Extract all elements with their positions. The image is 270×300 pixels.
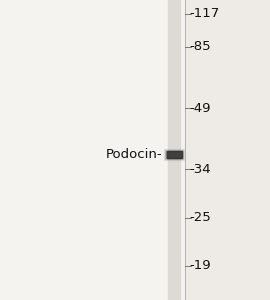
Bar — [165, 150, 183, 159]
Bar — [164, 149, 184, 160]
Text: -85: -85 — [190, 40, 211, 53]
Bar — [166, 151, 182, 158]
Text: -25: -25 — [190, 211, 211, 224]
Text: -34: -34 — [190, 163, 211, 176]
Bar — [185, 0, 270, 300]
Text: Podocin-: Podocin- — [105, 148, 162, 161]
Bar — [168, 0, 180, 300]
Text: -49: -49 — [190, 101, 211, 115]
Text: -117: -117 — [190, 7, 220, 20]
Bar — [167, 151, 181, 158]
Text: -19: -19 — [190, 259, 211, 272]
